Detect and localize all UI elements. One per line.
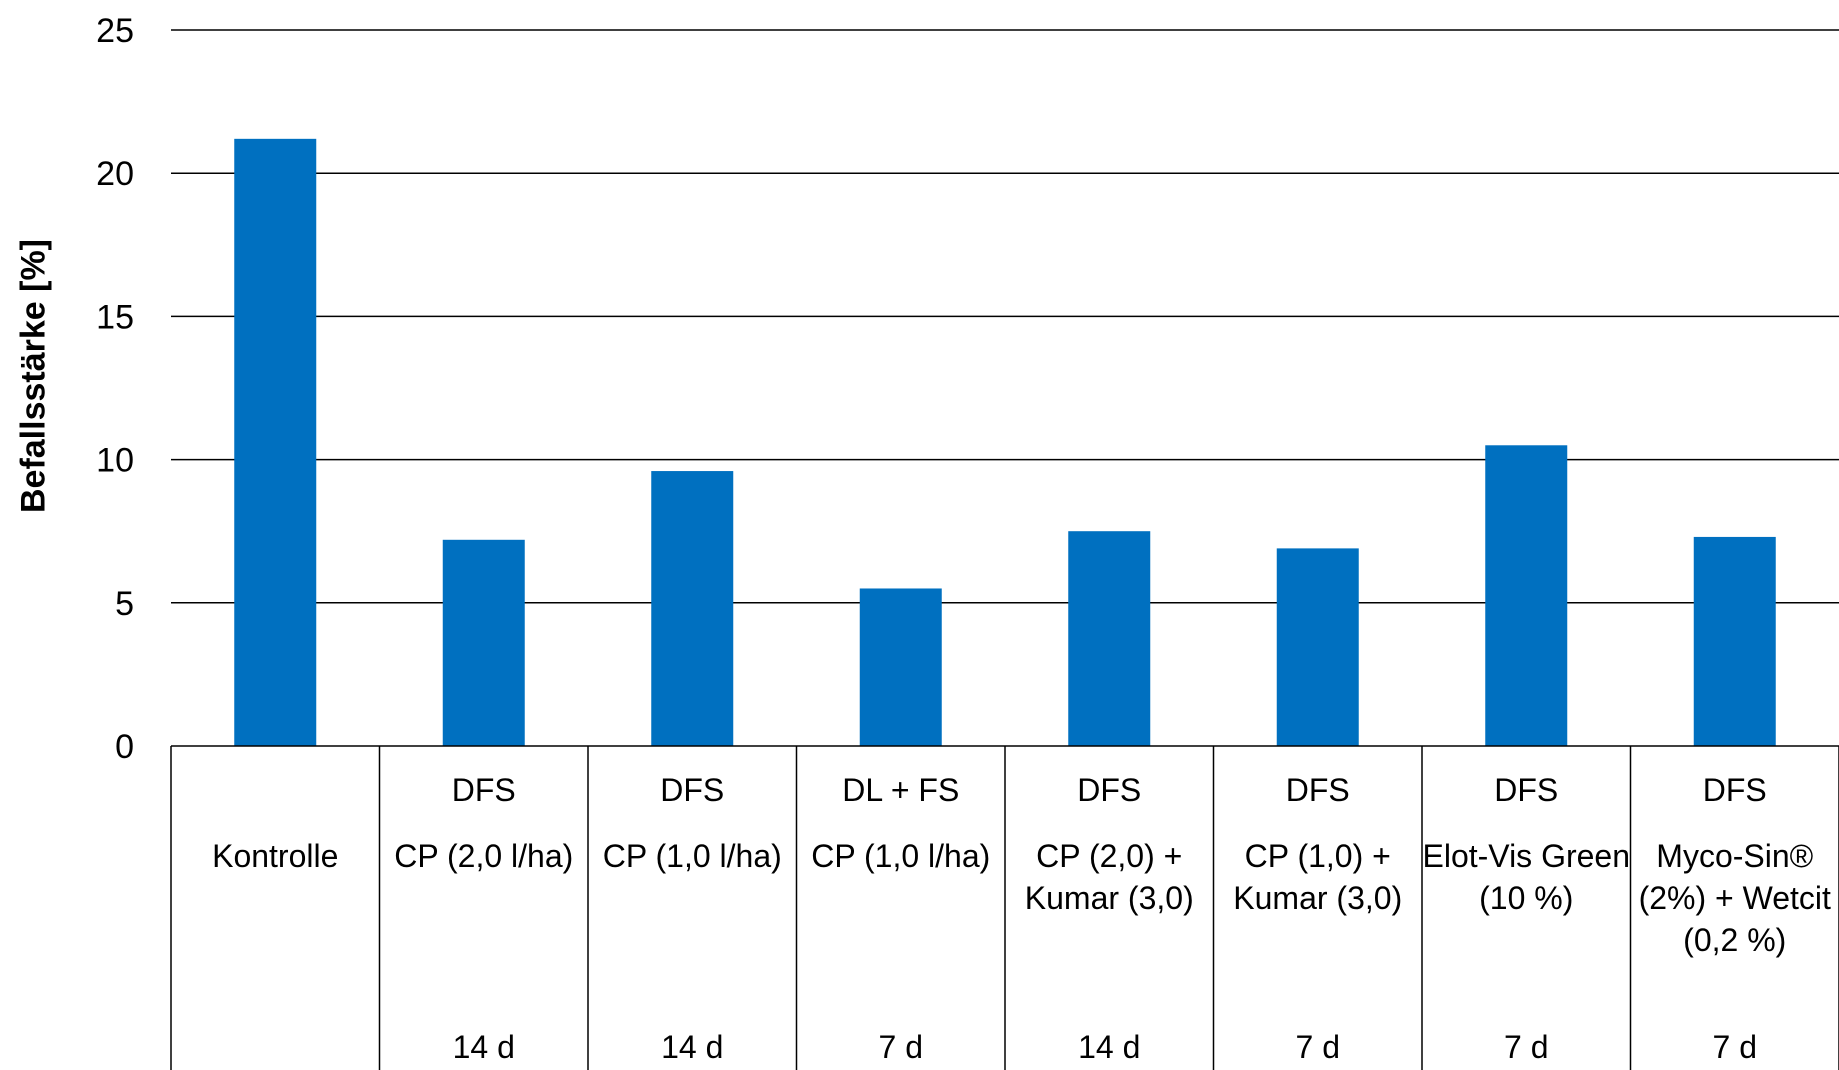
y-tick-label: 20	[96, 155, 134, 193]
y-axis-label-wrap: Befallsstärke [%]	[0, 0, 70, 1070]
category-method-label: DFS	[1494, 772, 1559, 808]
gridlines	[171, 29, 1839, 604]
bar	[1068, 531, 1151, 746]
category-treatment-label: Elot-Vis Green (10 %)	[1422, 838, 1631, 916]
category-treatment-label: CP (1,0 l/ha)	[811, 838, 991, 874]
category-cell: DFS Elot-Vis Green (10 %) 7 d	[1422, 749, 1631, 1070]
bar	[234, 138, 317, 746]
category-interval-label: 7 d	[1712, 1029, 1757, 1065]
category-cell: DFS CP (2,0 l/ha) 14 d	[380, 749, 589, 1070]
category-method-label: DFS	[1077, 772, 1142, 808]
category-method-label: DFS	[1285, 772, 1350, 808]
bar	[442, 539, 525, 746]
bar	[1485, 445, 1568, 746]
bar	[859, 588, 942, 746]
y-tick-label: 25	[96, 12, 134, 50]
category-treatment-label: CP (2,0) + Kumar (3,0)	[1024, 838, 1194, 916]
category-interval-label: 14 d	[452, 1029, 515, 1065]
category-interval-label: 7 d	[1504, 1029, 1549, 1065]
category-interval-label: 7 d	[878, 1029, 923, 1065]
bars	[234, 138, 1776, 746]
category-treatment-label: CP (2,0 l/ha)	[394, 838, 574, 874]
category-cell: DL + FS CP (1,0 l/ha) 7 d	[797, 749, 1006, 1070]
category-interval-label: 14 d	[661, 1029, 724, 1065]
category-table	[170, 745, 1839, 1070]
category-treatment-label: Kontrolle	[212, 838, 339, 874]
category-treatment-label: Myco-Sin® (2%) + Wetcit (0,2 %)	[1638, 838, 1831, 958]
y-tick-label: 0	[115, 728, 134, 766]
y-tick-label: 10	[96, 442, 134, 480]
category-cell: Kontrolle	[171, 749, 380, 1070]
category-cell: DFS CP (1,0) + Kumar (3,0) 7 d	[1214, 749, 1423, 1070]
bar	[1693, 536, 1776, 746]
bar	[1276, 548, 1359, 746]
category-cell: DFS CP (1,0 l/ha) 14 d	[588, 749, 797, 1070]
category-interval-label: 7 d	[1295, 1029, 1340, 1065]
category-treatment-label: CP (1,0) + Kumar (3,0)	[1233, 838, 1403, 916]
category-method-label: DFS	[660, 772, 725, 808]
category-treatment-label: CP (1,0 l/ha)	[602, 838, 782, 874]
category-method-label: DFS	[451, 772, 516, 808]
category-interval-label: 14 d	[1078, 1029, 1141, 1065]
category-method-label: DL + FS	[842, 772, 960, 808]
y-tick-labels: 0 5 10 15 20 25	[96, 12, 134, 766]
category-cell: DFS CP (2,0) + Kumar (3,0) 14 d	[1005, 749, 1214, 1070]
bar	[651, 471, 734, 746]
category-method-label: DFS	[1702, 772, 1767, 808]
y-axis-label: Befallsstärke [%]	[14, 238, 53, 514]
category-cell: DFS Myco-Sin® (2%) + Wetcit (0,2 %) 7 d	[1631, 749, 1839, 1070]
y-tick-label: 5	[115, 585, 134, 623]
y-tick-label: 15	[96, 298, 134, 336]
